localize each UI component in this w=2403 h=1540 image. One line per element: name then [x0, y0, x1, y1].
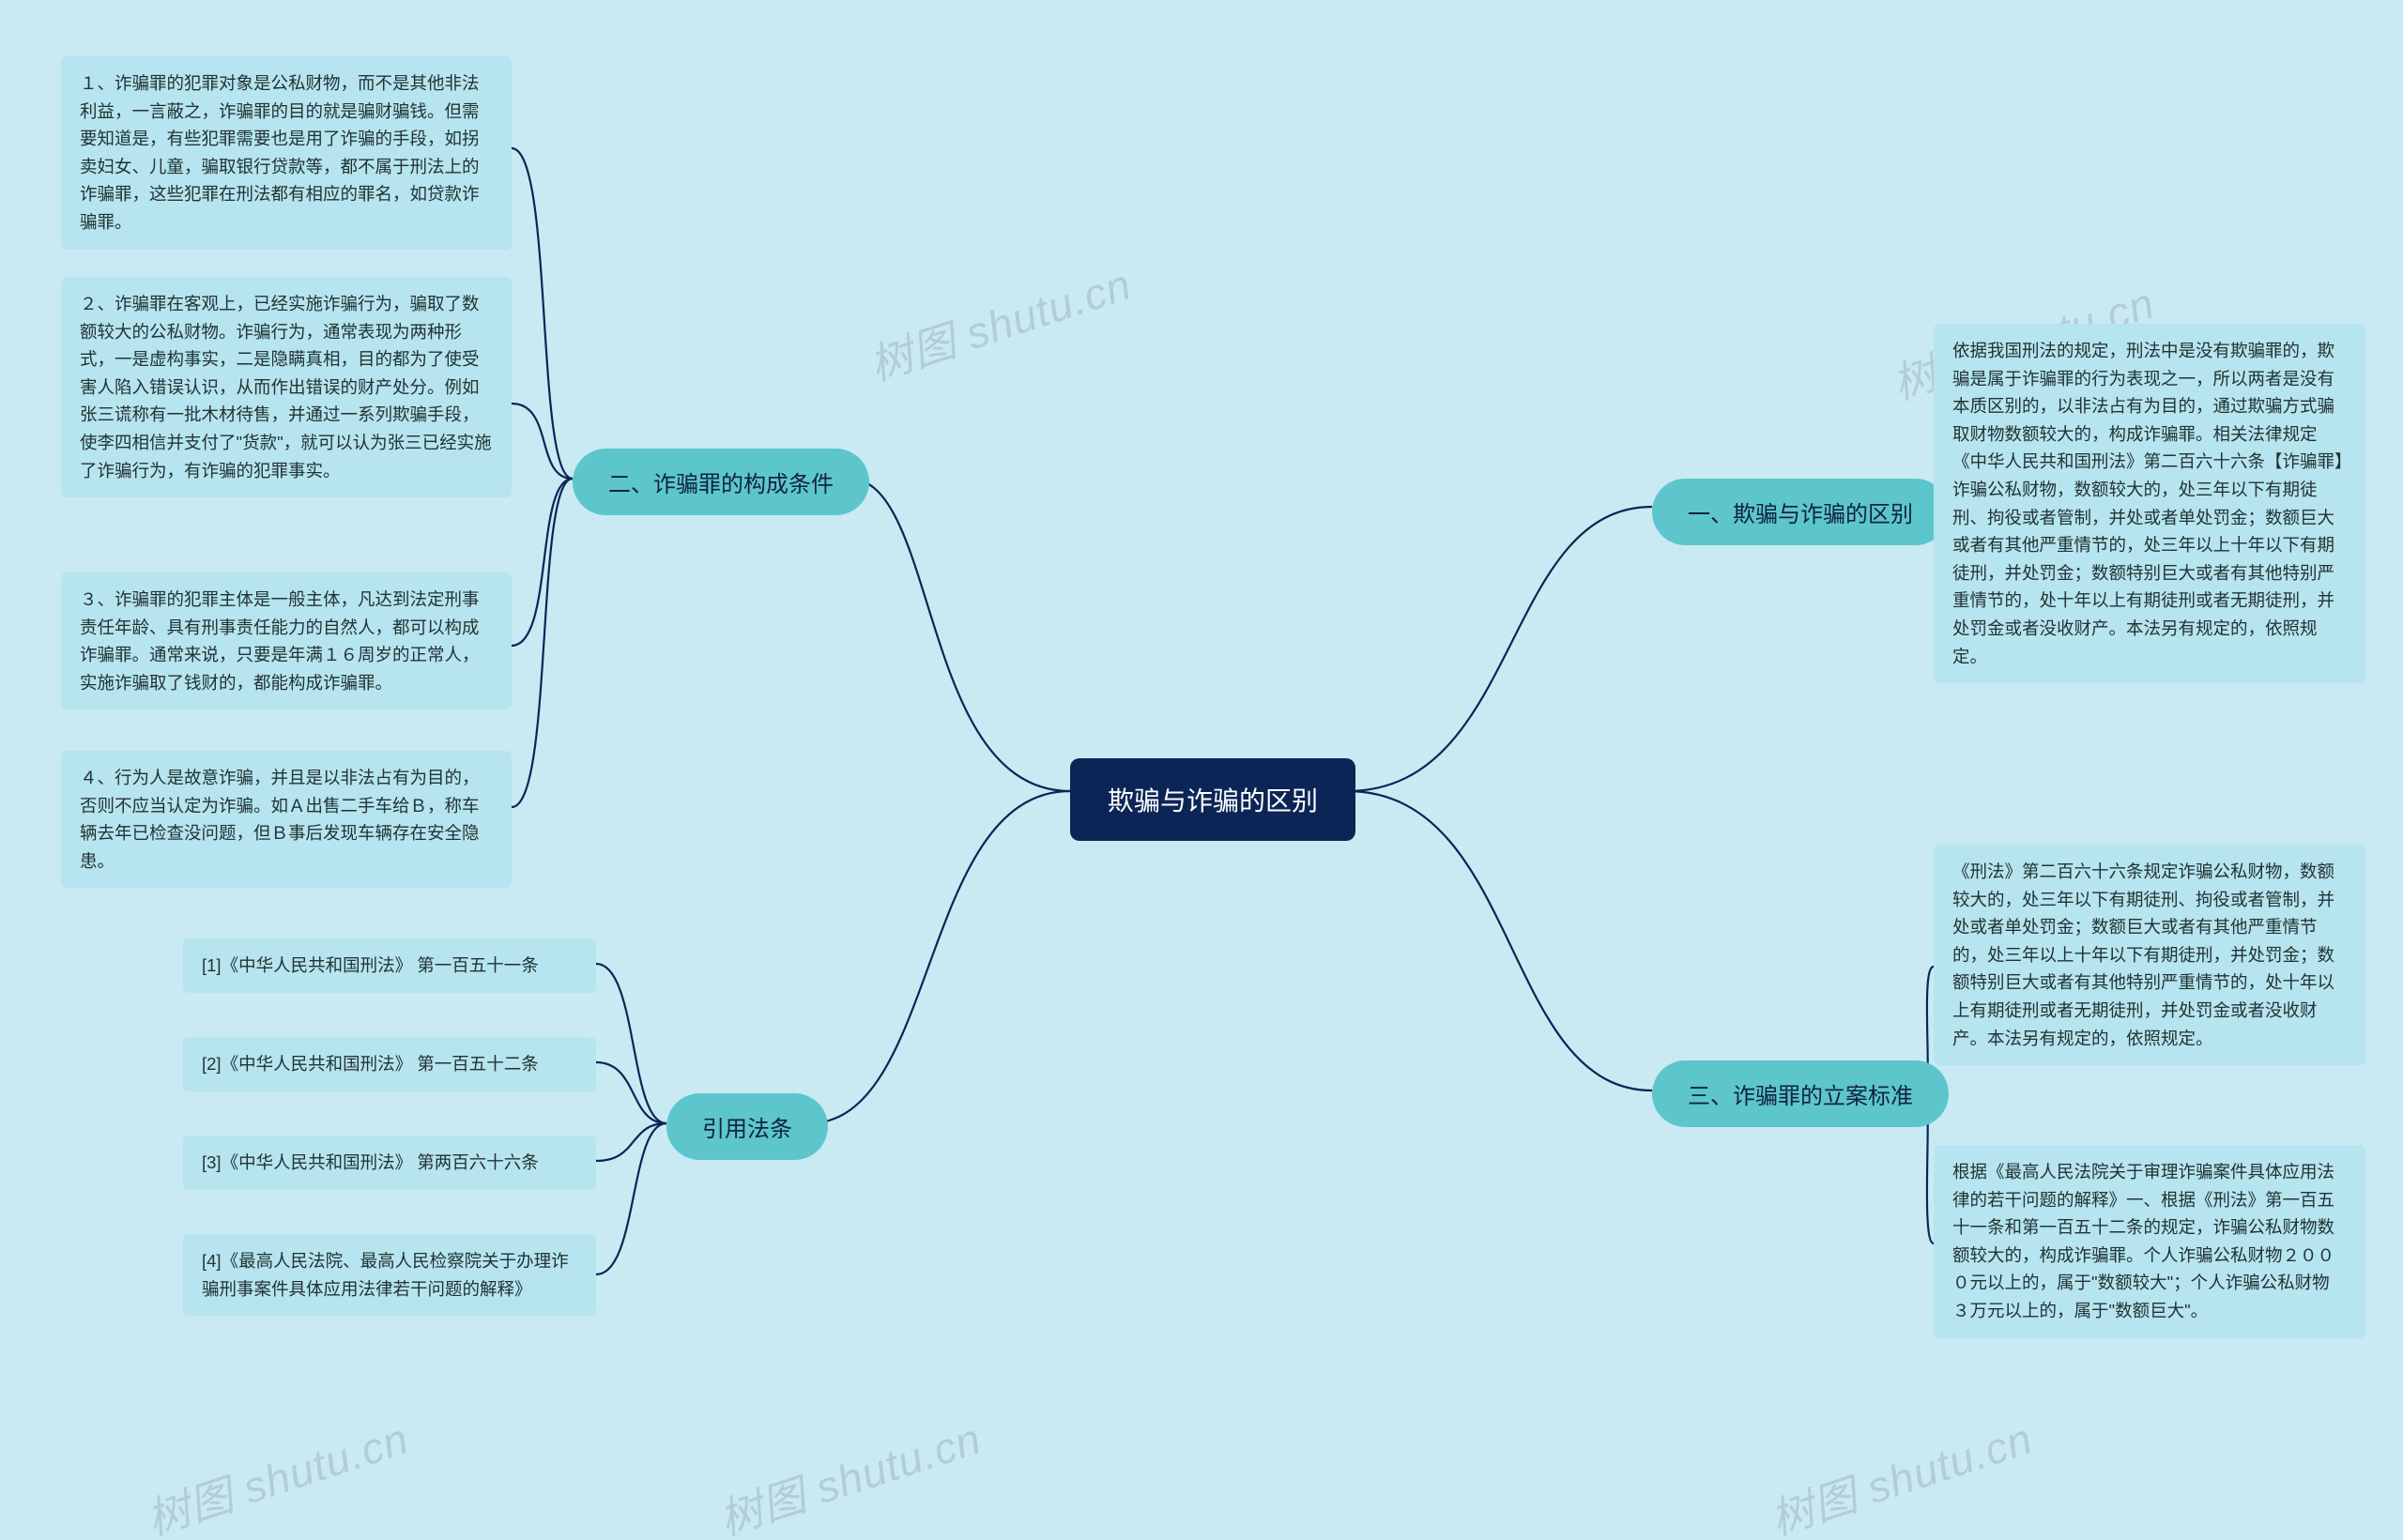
watermark: 树图 shutu.cn	[138, 1405, 416, 1540]
mindmap-canvas: 树图 shutu.cn 树图 shutu.cn 树图 shutu.cn 树图 s…	[0, 0, 2403, 1540]
root-node[interactable]: 欺骗与诈骗的区别	[1070, 758, 1355, 841]
leaf-l2-4[interactable]: [4]《最高人民法院、最高人民检察院关于办理诈骗刑事案件具体应用法律若干问题的解…	[183, 1234, 596, 1316]
edge	[1347, 507, 1652, 791]
edge	[596, 964, 666, 1123]
leaf-r1-1[interactable]: 依据我国刑法的规定，刑法中是没有欺骗罪的，欺骗是属于诈骗罪的行为表现之一，所以两…	[1934, 324, 2365, 683]
watermark: 树图 shutu.cn	[861, 251, 1139, 393]
branch-left-2[interactable]: 引用法条	[666, 1093, 828, 1160]
edge	[1347, 791, 1652, 1090]
leaf-r2-2[interactable]: 根据《最高人民法院关于审理诈骗案件具体应用法律的若干问题的解释》一、根据《刑法》…	[1934, 1145, 2365, 1338]
leaf-l1-4[interactable]: ４、行为人是故意诈骗，并且是以非法占有为目的，否则不应当认定为诈骗。如Ａ出售二手…	[61, 751, 512, 888]
leaf-l1-1[interactable]: １、诈骗罪的犯罪对象是公私财物，而不是其他非法利益，一言蔽之，诈骗罪的目的就是骗…	[61, 56, 512, 250]
edge	[596, 1062, 666, 1123]
leaf-l1-2[interactable]: ２、诈骗罪在客观上，已经实施诈骗行为，骗取了数额较大的公私财物。诈骗行为，通常表…	[61, 277, 512, 497]
leaf-l2-2[interactable]: [2]《中华人民共和国刑法》 第一百五十二条	[183, 1037, 596, 1091]
edge	[809, 791, 1070, 1123]
edge	[596, 1123, 666, 1274]
leaf-l1-3[interactable]: ３、诈骗罪的犯罪主体是一般主体，凡达到法定刑事责任年龄、具有刑事责任能力的自然人…	[61, 572, 512, 709]
leaf-l2-3[interactable]: [3]《中华人民共和国刑法》 第两百六十六条	[183, 1136, 596, 1190]
edge	[512, 148, 573, 479]
branch-left-1[interactable]: 二、诈骗罪的构成条件	[573, 449, 869, 515]
watermark: 树图 shutu.cn	[1762, 1405, 2040, 1540]
edge	[849, 479, 1070, 791]
branch-right-2[interactable]: 三、诈骗罪的立案标准	[1652, 1060, 1949, 1127]
edge	[512, 404, 573, 479]
leaf-l2-1[interactable]: [1]《中华人民共和国刑法》 第一百五十一条	[183, 938, 596, 993]
branch-right-1[interactable]: 一、欺骗与诈骗的区别	[1652, 479, 1949, 545]
edge	[512, 479, 573, 646]
watermark: 树图 shutu.cn	[711, 1405, 988, 1540]
leaf-r2-1[interactable]: 《刑法》第二百六十六条规定诈骗公私财物，数额较大的，处三年以下有期徒刑、拘役或者…	[1934, 845, 2365, 1065]
edge	[512, 479, 573, 807]
edge	[596, 1123, 666, 1161]
